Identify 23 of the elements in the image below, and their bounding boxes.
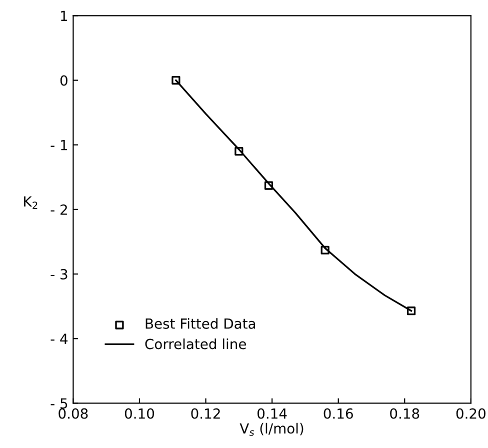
point <box>406 306 416 316</box>
x-tick-label: 0.08 <box>58 408 88 419</box>
point <box>172 76 180 85</box>
y-tick-label: - 5 <box>50 398 68 409</box>
point <box>264 181 274 190</box>
x-tick-label: 0.16 <box>324 408 353 419</box>
point <box>320 246 330 254</box>
x-tick-label: 0.18 <box>390 408 420 419</box>
y-axis-title: K$_{2}$ <box>24 196 38 209</box>
y-tick-label: - 3 <box>50 268 68 280</box>
y-tick-label: - 2 <box>50 204 67 215</box>
y-tick-label: - 1 <box>50 140 68 150</box>
x-tick-label: 0.14 <box>258 408 287 419</box>
y-tick-label: 0 <box>60 75 68 86</box>
legend-label: Best Fitted Data <box>146 318 256 329</box>
x-tick-label: 0.10 <box>124 408 154 419</box>
y-tick-label: 1 <box>61 10 68 21</box>
x-axis-title: V$_{s}$ (l/mol) <box>240 422 304 436</box>
legend-label: Correlated line <box>145 338 246 350</box>
y-tick-label: - 4 <box>50 334 68 344</box>
x-tick-label: 0.20 <box>456 408 486 419</box>
point <box>234 147 244 156</box>
x-tick-label: 0.12 <box>191 408 220 419</box>
